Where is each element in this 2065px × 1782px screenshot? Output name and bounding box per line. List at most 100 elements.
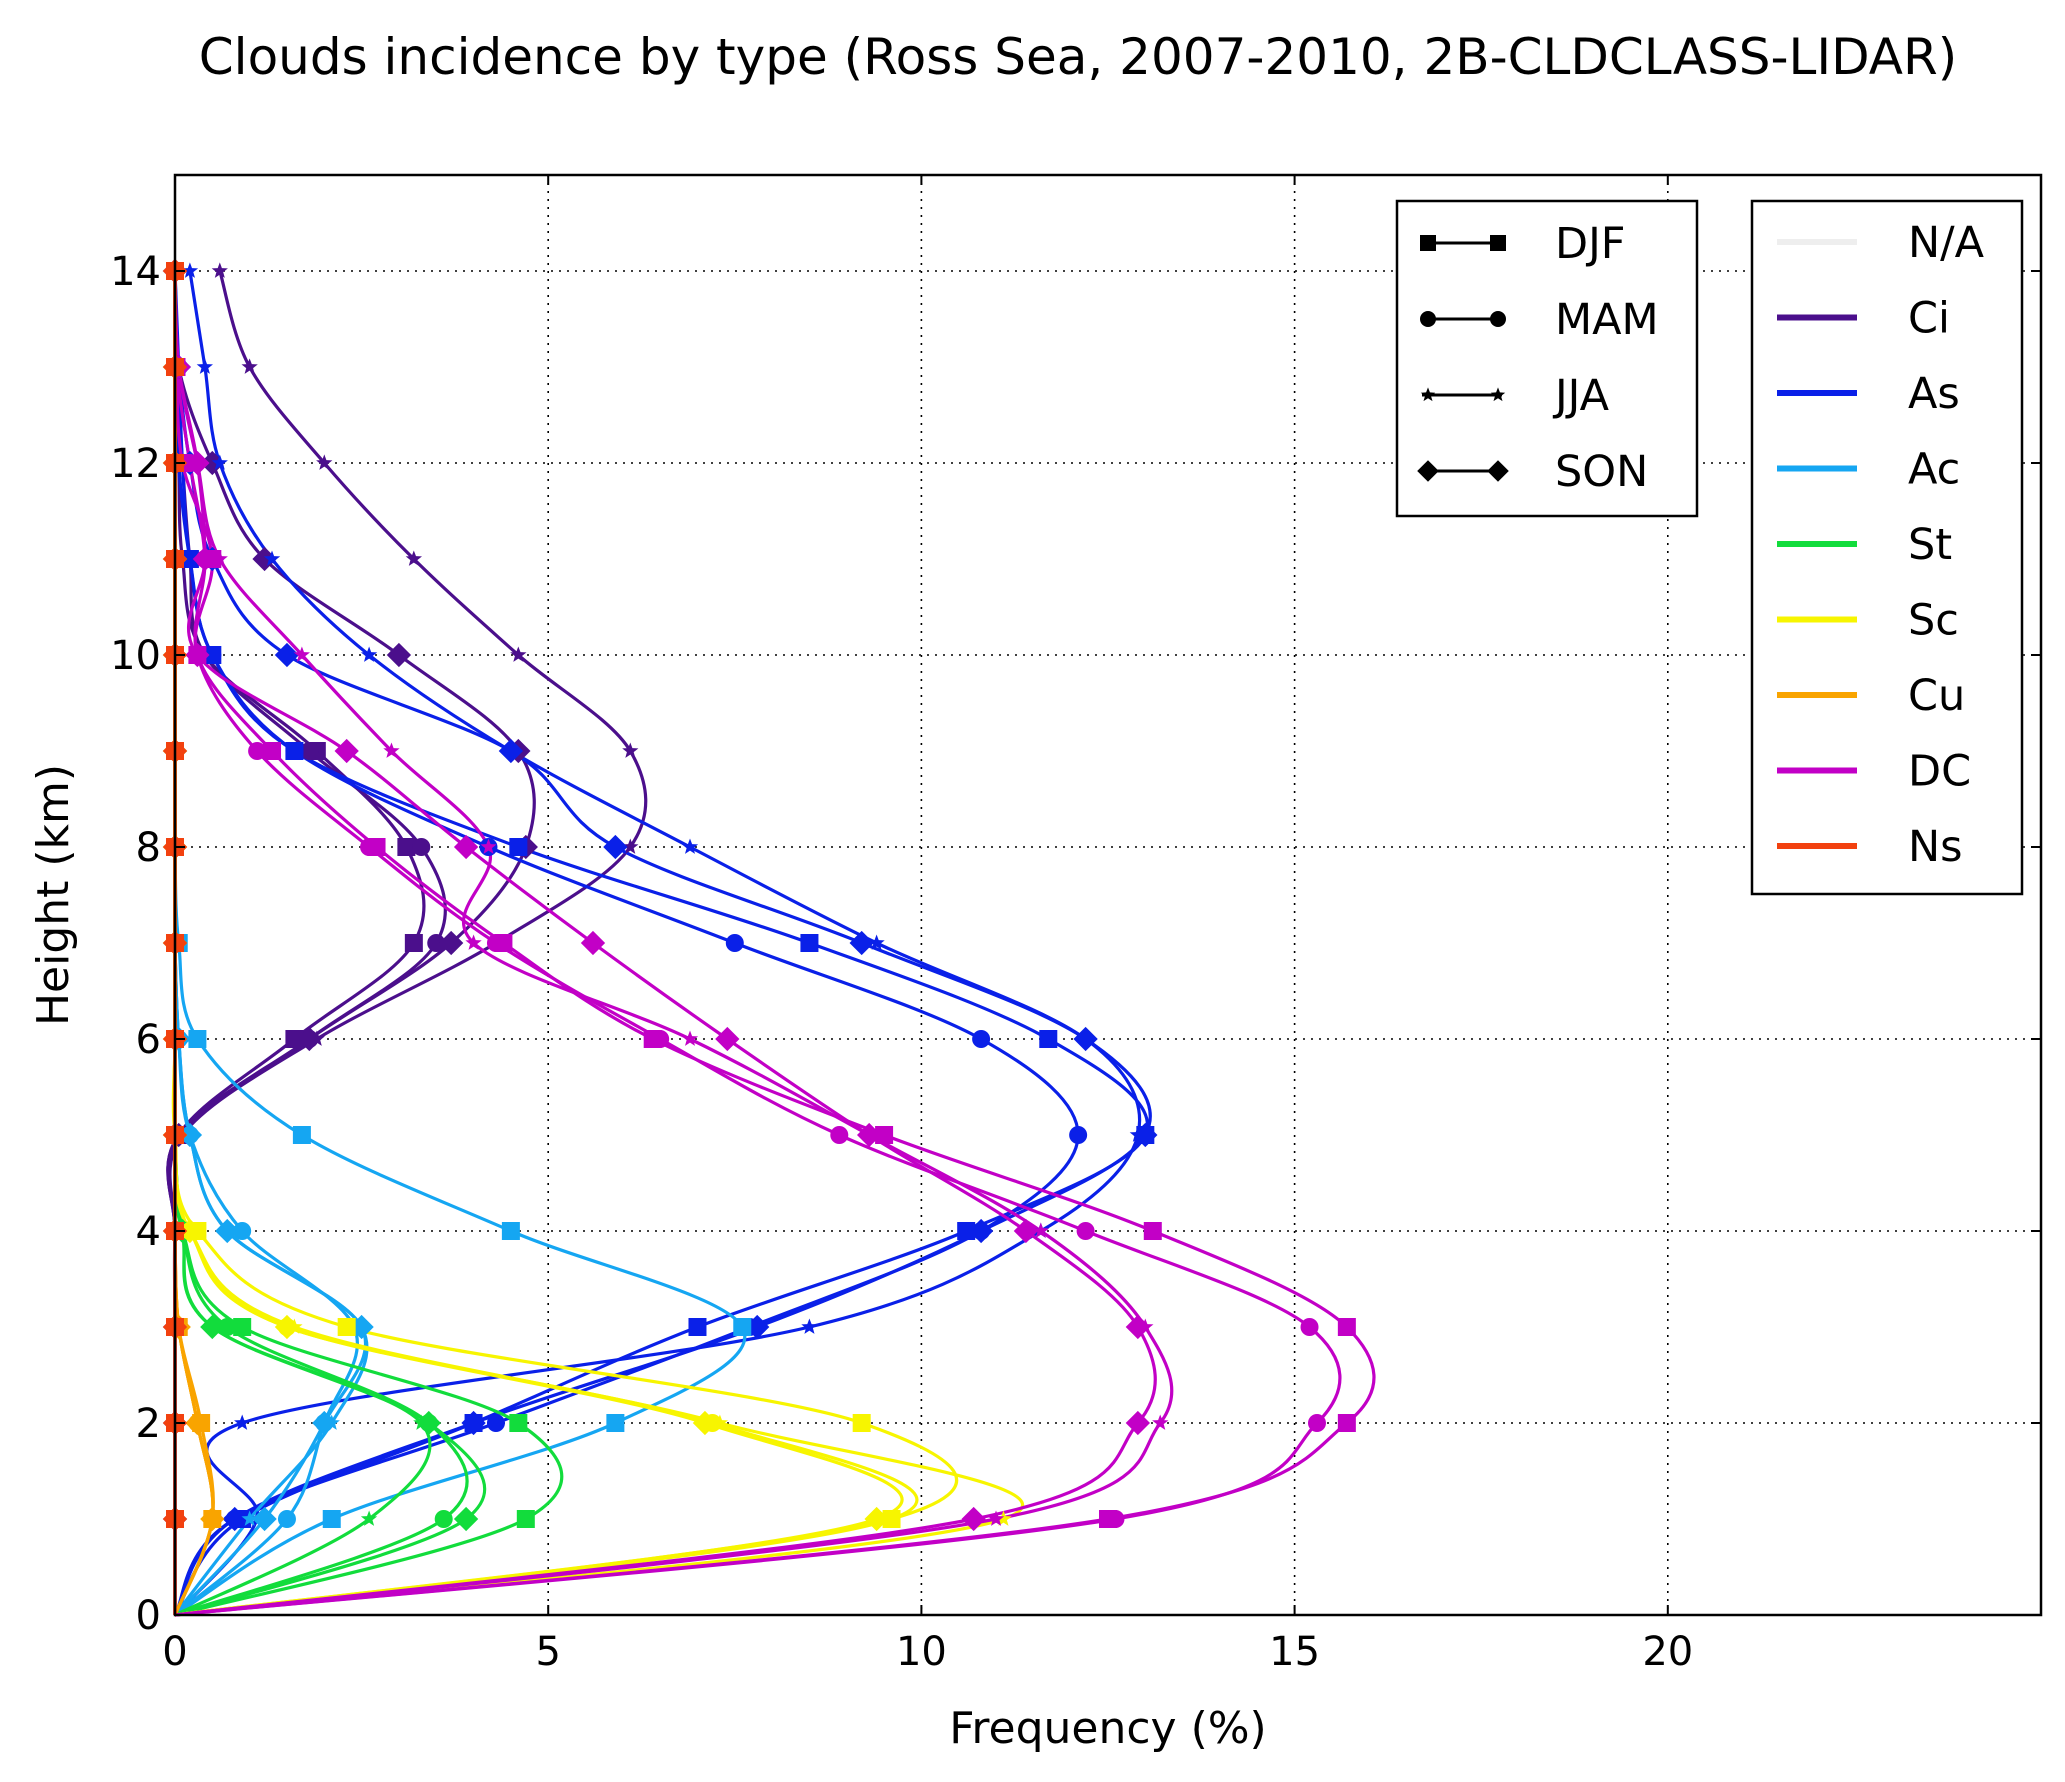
marker-star bbox=[681, 838, 699, 854]
type-legend-label: St bbox=[1908, 520, 1952, 570]
marker-diamond bbox=[453, 834, 479, 860]
series-line-as-mam bbox=[173, 270, 1080, 1616]
marker-star bbox=[622, 838, 639, 854]
marker-diamond bbox=[1125, 1410, 1151, 1436]
chart-title: Clouds incidence by type (Ross Sea, 2007… bbox=[199, 28, 1957, 86]
marker-diamond bbox=[252, 1506, 277, 1532]
x-tick-label: 5 bbox=[535, 1629, 560, 1675]
marker-diamond bbox=[215, 1218, 240, 1244]
marker-diamond bbox=[274, 1314, 300, 1340]
marker-circle bbox=[277, 1510, 296, 1528]
season-legend-label: MAM bbox=[1555, 295, 1659, 345]
marker-circle bbox=[434, 1510, 453, 1528]
season-legend-items: DJF MAM JJA SON bbox=[1417, 219, 1659, 497]
marker-star bbox=[360, 1510, 378, 1526]
marker-star bbox=[711, 1414, 728, 1430]
marker-diamond bbox=[1417, 460, 1439, 482]
marker-square bbox=[1337, 1414, 1356, 1432]
marker-diamond bbox=[386, 642, 412, 668]
marker-square bbox=[1039, 1030, 1058, 1048]
marker-star bbox=[263, 550, 281, 566]
marker-circle bbox=[1069, 1126, 1088, 1144]
season-legend-item: MAM bbox=[1420, 295, 1659, 345]
series-markers-ci-djf bbox=[166, 262, 423, 1528]
type-legend: N/A Ci As Ac St Sc Cu DC Ns bbox=[1750, 199, 2024, 896]
marker-circle bbox=[218, 1318, 237, 1336]
marker-diamond bbox=[200, 1314, 225, 1340]
marker-star bbox=[360, 646, 378, 662]
marker-square bbox=[509, 838, 528, 856]
y-tick-label: 0 bbox=[136, 1593, 161, 1639]
series-markers-ci-son bbox=[162, 258, 538, 1532]
marker-star bbox=[1420, 387, 1436, 402]
season-legend: DJF MAM JJA SON bbox=[1395, 199, 1699, 518]
marker-square bbox=[397, 838, 416, 856]
marker-star bbox=[383, 742, 400, 758]
x-tick-label: 15 bbox=[1269, 1629, 1320, 1675]
marker-star bbox=[241, 1510, 258, 1526]
marker-circle bbox=[486, 934, 505, 952]
marker-circle bbox=[1490, 311, 1506, 327]
marker-square bbox=[188, 1030, 207, 1048]
marker-circle bbox=[486, 1414, 505, 1432]
season-legend-item: SON bbox=[1417, 447, 1648, 497]
marker-square bbox=[322, 1510, 341, 1528]
marker-circle bbox=[180, 550, 199, 568]
series-markers-sc-djf bbox=[166, 262, 901, 1528]
type-legend-label: Sc bbox=[1908, 596, 1959, 646]
series-line-dc-djf bbox=[173, 270, 1376, 1617]
axis-ticks: 0 5 10 15 20 0 2 4 6 8 10 12 14 bbox=[110, 175, 2041, 1675]
marker-square bbox=[733, 1318, 752, 1336]
marker-square bbox=[1490, 235, 1506, 251]
type-legend-label: N/A bbox=[1908, 218, 1985, 268]
marker-diamond bbox=[1013, 1218, 1039, 1244]
marker-diamond bbox=[200, 450, 225, 476]
marker-diamond bbox=[192, 546, 218, 572]
type-legend-item: Ci bbox=[1777, 294, 1950, 344]
type-legend-item: N/A bbox=[1777, 218, 1985, 268]
y-tick-label: 2 bbox=[136, 1401, 161, 1447]
series-markers-as-mam bbox=[166, 262, 1088, 1528]
y-tick-label: 12 bbox=[110, 441, 161, 487]
marker-star bbox=[211, 550, 228, 566]
marker-circle bbox=[412, 838, 431, 856]
marker-diamond bbox=[968, 1218, 994, 1244]
marker-square bbox=[957, 1222, 976, 1240]
marker-circle bbox=[203, 646, 222, 664]
series-markers-sc-mam bbox=[166, 262, 901, 1528]
season-legend-box bbox=[1395, 199, 1699, 518]
marker-star bbox=[1032, 1222, 1049, 1238]
season-legend-item: JJA bbox=[1420, 371, 1610, 421]
series-markers-sc-jja bbox=[166, 262, 1012, 1526]
type-legend-label: As bbox=[1908, 369, 1960, 419]
marker-diamond bbox=[416, 1410, 441, 1436]
series-line-as-son bbox=[173, 270, 1152, 1616]
marker-circle bbox=[830, 1126, 849, 1144]
marker-star bbox=[181, 262, 199, 278]
marker-circle bbox=[300, 742, 319, 760]
marker-diamond bbox=[439, 930, 464, 956]
type-legend-label: Ns bbox=[1908, 822, 1963, 872]
x-tick-label: 20 bbox=[1642, 1629, 1693, 1675]
marker-diamond bbox=[849, 930, 874, 956]
marker-square bbox=[1337, 1318, 1356, 1336]
type-legend-label: Cu bbox=[1908, 671, 1965, 721]
type-legend-item: As bbox=[1777, 369, 1960, 419]
marker-star bbox=[211, 454, 228, 470]
marker-circle bbox=[651, 1030, 670, 1048]
marker-square bbox=[852, 1414, 871, 1432]
type-legend-item: Cu bbox=[1777, 671, 1965, 721]
type-legend-items: N/A Ci As Ac St Sc Cu DC Ns bbox=[1777, 218, 1985, 872]
marker-square bbox=[404, 934, 423, 952]
series-line-as-djf bbox=[173, 270, 1149, 1616]
y-tick-label: 10 bbox=[110, 633, 161, 679]
marker-diamond bbox=[715, 1026, 740, 1052]
x-axis-label: Frequency (%) bbox=[949, 1703, 1266, 1754]
y-axis-label: Height (km) bbox=[28, 764, 79, 1026]
type-legend-item: DC bbox=[1777, 747, 1971, 797]
marker-diamond bbox=[961, 1506, 986, 1532]
type-legend-label: Ci bbox=[1908, 294, 1950, 344]
marker-star bbox=[293, 646, 310, 662]
series-markers-dc-son bbox=[162, 258, 1151, 1532]
marker-diamond bbox=[274, 642, 300, 668]
